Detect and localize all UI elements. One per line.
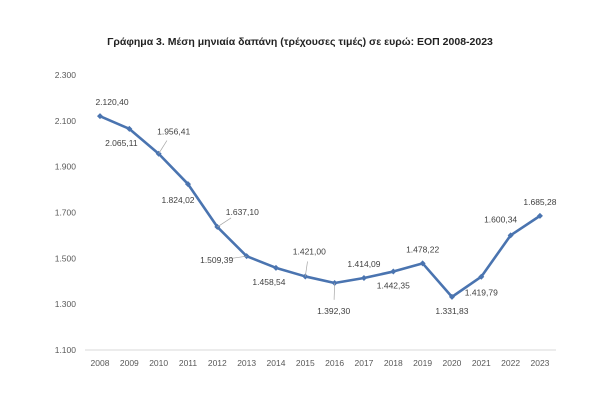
x-tick-label: 2021 [472, 358, 491, 368]
data-label: 1.685,28 [523, 197, 556, 207]
data-label: 1.419,79 [465, 288, 498, 298]
x-tick-label: 2014 [267, 358, 286, 368]
x-tick-label: 2017 [355, 358, 374, 368]
x-tick-label: 2016 [325, 358, 344, 368]
y-tick-label: 2.100 [55, 116, 77, 126]
data-point [419, 260, 426, 267]
leader-line [230, 255, 247, 259]
leader-line [333, 283, 335, 300]
x-tick-label: 2013 [237, 358, 256, 368]
data-label: 2.120,40 [95, 97, 128, 107]
leader-line [158, 140, 168, 154]
y-tick-label: 1.300 [55, 299, 77, 309]
data-label: 1.458,54 [252, 277, 285, 287]
data-label: 2.065,11 [105, 138, 138, 148]
x-tick-label: 2019 [413, 358, 432, 368]
leader-line [217, 217, 232, 228]
x-tick-label: 2012 [208, 358, 227, 368]
x-tick-label: 2015 [296, 358, 315, 368]
data-label: 1.414,09 [347, 259, 380, 269]
data-point [126, 125, 133, 132]
data-point [272, 264, 279, 271]
data-label: 1.331,83 [435, 306, 468, 316]
x-tick-label: 2011 [179, 358, 198, 368]
data-label: 1.637,10 [226, 207, 259, 217]
x-tick-label: 2018 [384, 358, 403, 368]
data-label: 1.824,02 [161, 195, 194, 205]
data-label: 1.509,39 [200, 255, 233, 265]
data-point [478, 273, 485, 280]
data-label: 1.600,34 [484, 214, 517, 224]
data-point [536, 212, 543, 219]
data-point [97, 113, 103, 120]
x-tick-label: 2009 [120, 358, 139, 368]
x-tick-label: 2023 [530, 358, 549, 368]
y-tick-label: 2.300 [55, 70, 77, 80]
y-tick-label: 1.100 [55, 345, 77, 355]
x-tick-label: 2022 [501, 358, 520, 368]
data-label: 1.956,41 [157, 127, 190, 137]
data-point [184, 181, 191, 188]
leader-line [304, 261, 308, 277]
data-point [360, 275, 367, 282]
series-line [99, 114, 541, 299]
y-tick-label: 1.700 [55, 208, 77, 218]
chart-title: Γράφημα 3. Μέση μηνιαία δαπάνη (τρέχουσε… [107, 36, 493, 48]
data-label: 1.478,22 [406, 244, 439, 254]
data-point [507, 232, 514, 239]
data-label: 1.392,30 [317, 306, 350, 316]
data-point [390, 268, 397, 275]
y-tick-label: 1.900 [55, 162, 77, 172]
x-tick-label: 2020 [442, 358, 461, 368]
x-tick-label: 2008 [91, 358, 110, 368]
data-label: 1.442,35 [377, 281, 410, 291]
data-label: 1.421,00 [293, 246, 326, 256]
y-tick-label: 1.500 [55, 253, 77, 263]
data-point [448, 293, 455, 300]
x-tick-label: 2010 [149, 358, 168, 368]
